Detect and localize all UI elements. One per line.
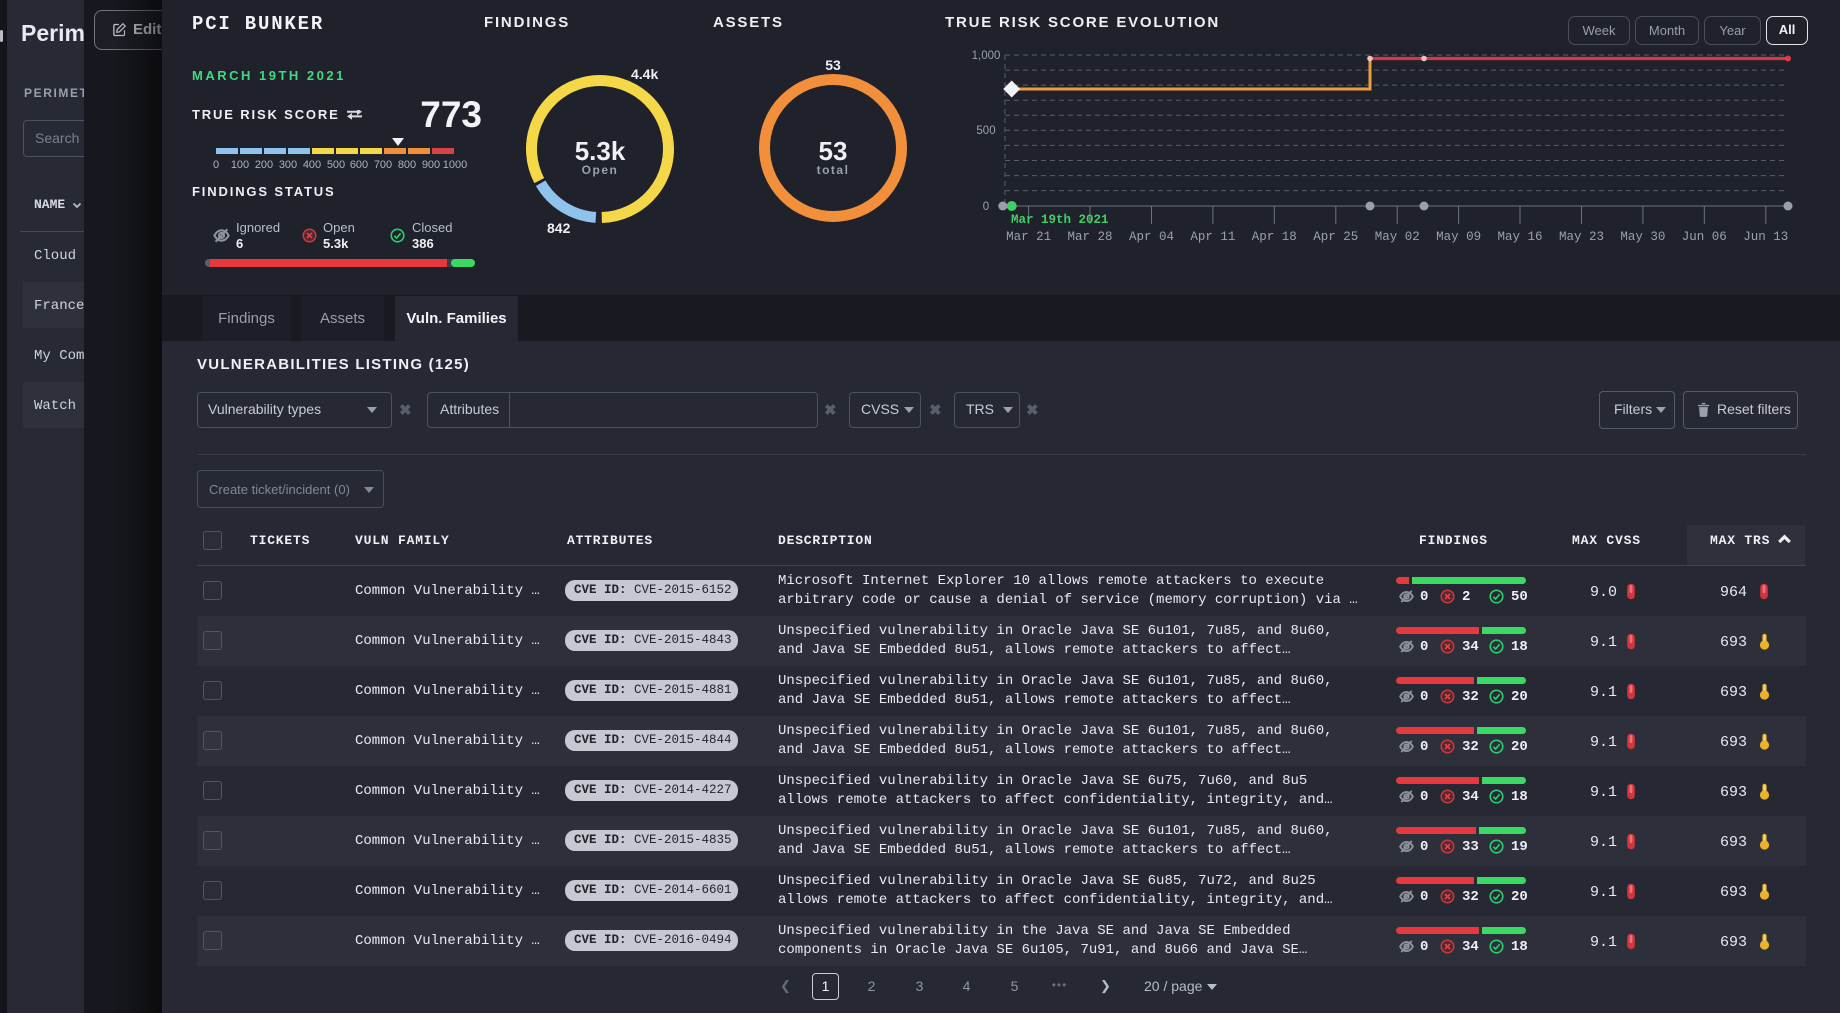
svg-text:May 09: May 09: [1436, 230, 1481, 244]
svg-text:1,000: 1,000: [972, 50, 1001, 62]
svg-text:May 30: May 30: [1620, 230, 1665, 244]
svg-text:Apr 25: Apr 25: [1313, 230, 1358, 244]
svg-text:May 23: May 23: [1559, 230, 1604, 244]
svg-text:Jun 13: Jun 13: [1743, 230, 1788, 244]
svg-text:Apr 18: Apr 18: [1252, 230, 1297, 244]
svg-text:Mar 19th 2021: Mar 19th 2021: [1011, 213, 1109, 227]
svg-text:Jun 06: Jun 06: [1682, 230, 1727, 244]
svg-text:Mar 28: Mar 28: [1067, 230, 1112, 244]
svg-text:500: 500: [976, 125, 995, 137]
svg-text:Apr 04: Apr 04: [1129, 230, 1174, 244]
svg-text:0: 0: [983, 201, 989, 213]
svg-text:May 02: May 02: [1375, 230, 1420, 244]
svg-text:May 16: May 16: [1497, 230, 1542, 244]
svg-text:Apr 11: Apr 11: [1190, 230, 1235, 244]
svg-text:Mar 21: Mar 21: [1006, 230, 1051, 244]
